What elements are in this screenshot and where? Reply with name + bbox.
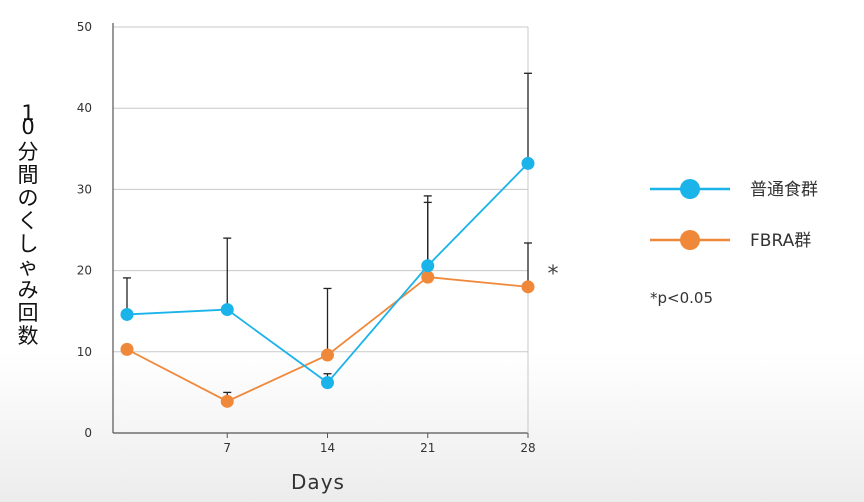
- data-point: [220, 394, 234, 408]
- data-point: [120, 342, 134, 356]
- x-tick-label: 7: [223, 441, 231, 455]
- x-tick-label: 28: [520, 441, 535, 455]
- y-axis-label-char: ゃ: [18, 255, 39, 279]
- data-point: [120, 307, 134, 321]
- y-axis-label-char: 分: [18, 140, 39, 164]
- x-tick-label: 21: [420, 441, 435, 455]
- y-axis-label-char: 0: [21, 115, 34, 139]
- x-axis-label: Days: [291, 470, 345, 494]
- y-tick-labels: 0 10 20 30 40 50: [77, 20, 92, 440]
- y-axis-label-char: 1: [21, 101, 34, 125]
- y-axis-label-char: 間: [18, 163, 39, 187]
- y-tick-label: 30: [77, 182, 92, 196]
- grid-lines: [113, 26, 528, 353]
- y-axis-label-char: の: [18, 186, 39, 210]
- legend: 普通食群 FBRA群: [650, 179, 818, 251]
- significance-marker: *: [548, 262, 559, 287]
- y-axis-label-char: く: [18, 209, 39, 233]
- data-points: [120, 156, 535, 408]
- y-tick-label: 10: [77, 345, 92, 359]
- data-point: [321, 348, 334, 362]
- y-tick-label: 0: [84, 426, 92, 440]
- data-point: [421, 259, 435, 273]
- y-tick-label: 40: [77, 101, 92, 115]
- legend-label: FBRA群: [750, 231, 811, 251]
- legend-marker: [680, 179, 700, 199]
- data-point: [321, 376, 334, 390]
- data-point: [421, 270, 435, 284]
- p-value-annotation: *p<0.05: [650, 289, 713, 307]
- x-tick-labels: 7 14 21 28: [223, 433, 536, 455]
- data-point: [521, 156, 535, 170]
- data-point: [220, 303, 234, 317]
- y-axis-label-char: し: [18, 232, 39, 256]
- y-axis-label-char: 回: [18, 301, 39, 325]
- y-axis-label-char: み: [18, 278, 39, 302]
- legend-marker: [680, 230, 700, 250]
- y-axis-label-char: 数: [18, 324, 39, 348]
- legend-label: 普通食群: [750, 180, 818, 200]
- y-tick-label: 50: [77, 20, 92, 34]
- y-tick-label: 20: [77, 264, 92, 278]
- x-tick-label: 14: [320, 441, 335, 455]
- data-point: [521, 280, 535, 294]
- series-lines: [126, 162, 529, 403]
